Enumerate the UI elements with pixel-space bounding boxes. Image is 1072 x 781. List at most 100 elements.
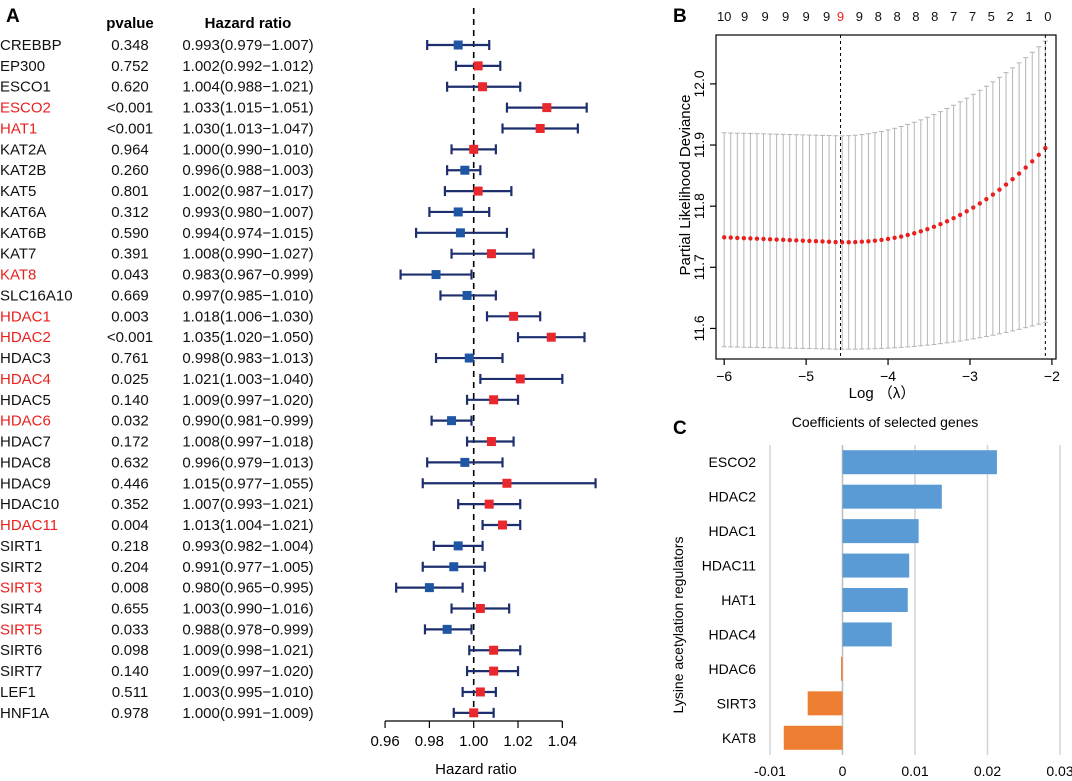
pvalue-cell: 0.655 [111, 600, 149, 617]
pvalue-cell: 0.140 [111, 663, 149, 680]
pvalue-column-header: pvalue [106, 15, 154, 32]
forest-x-tick-label: 0.98 [415, 733, 444, 750]
cv-point [944, 219, 950, 224]
forest-x-tick-label: 1.00 [459, 733, 488, 750]
pvalue-cell: 0.511 [112, 684, 148, 701]
cv-x-tick-label: −2 [1044, 368, 1060, 384]
cv-point [787, 237, 792, 243]
coef-bar [841, 656, 843, 681]
gene-label: EP300 [0, 58, 45, 75]
hazard-ratio-point [475, 687, 485, 697]
hazard-ratio-point [424, 583, 434, 593]
gene-label: HDAC3 [0, 350, 51, 367]
hazard-ratio-cell: 0.993(0.980−1.007) [182, 204, 313, 221]
hazard-ratio-point [473, 186, 483, 196]
hazard-ratio-cell: 1.009(0.997−1.020) [182, 392, 313, 409]
cv-point [839, 240, 845, 245]
pvalue-cell: 0.978 [111, 705, 149, 722]
gene-label: HDAC10 [0, 496, 59, 513]
hazard-ratio-cell: 1.009(0.998−1.021) [182, 642, 313, 659]
cv-point [1010, 176, 1015, 182]
cv-point [846, 239, 851, 245]
coef-category-label: SIRT3 [717, 695, 757, 711]
hazard-ratio-point [489, 395, 499, 405]
cv-x-tick-label: −5 [798, 368, 814, 384]
coef-x-tick-label: 0.03 [1046, 763, 1072, 779]
cv-point [728, 235, 733, 240]
nonzero-count-label: 9 [741, 9, 748, 24]
hazard-ratio-point [498, 520, 508, 530]
forest-x-tick-label: 1.04 [548, 733, 577, 750]
coef-x-tick-label: 0.01 [901, 763, 928, 779]
nonzero-count-label: 2 [1007, 9, 1014, 24]
gene-label: LEF1 [0, 684, 36, 701]
hazard-ratio-column-header: Hazard ratio [205, 15, 292, 32]
coef-category-label: HAT1 [721, 592, 756, 608]
panel-label-b: B [673, 6, 687, 27]
pvalue-cell: 0.964 [111, 141, 149, 158]
cv-point [905, 232, 910, 238]
gene-label: KAT5 [0, 183, 36, 200]
cv-point [885, 236, 891, 242]
cv-point [859, 239, 865, 244]
coef-category-label: HDAC4 [709, 626, 757, 642]
gene-label: ESCO2 [0, 100, 51, 117]
cv-point [879, 237, 884, 243]
gene-label: HDAC5 [0, 392, 51, 409]
hazard-ratio-point [486, 437, 496, 447]
pvalue-cell: 0.620 [111, 79, 149, 96]
cv-x-tick-label: −3 [962, 368, 978, 384]
gene-label: SIRT6 [0, 642, 42, 659]
hazard-ratio-point [486, 249, 496, 259]
cv-point [774, 237, 779, 242]
cv-deviance-plot: −6 −5 −4 −3 −211.611.711.811.912.010 9 9 9 9 9 9 9 8… [677, 9, 1060, 402]
hazard-ratio-cell: 1.009(0.997−1.020) [182, 663, 313, 680]
pvalue-cell: 0.348 [111, 37, 149, 54]
hazard-ratio-cell: 0.994(0.974−1.015) [182, 225, 313, 242]
cv-x-tick-label: −4 [880, 368, 896, 384]
hazard-ratio-point [447, 416, 457, 426]
pvalue-cell: 0.752 [111, 58, 149, 75]
hazard-ratio-point [489, 666, 499, 676]
nonzero-count-label: 5 [988, 9, 995, 24]
nonzero-count-label: 1 [1025, 9, 1032, 24]
cv-point [866, 239, 871, 244]
gene-label: HDAC7 [0, 434, 51, 451]
coef-bar [807, 691, 843, 716]
hazard-ratio-point [489, 645, 499, 655]
hazard-ratio-point [449, 562, 459, 572]
cv-point [977, 201, 983, 206]
hazard-ratio-cell: 1.015(0.977−1.055) [182, 475, 313, 492]
gene-label: SIRT2 [0, 559, 42, 576]
gene-label: HDAC2 [0, 329, 51, 346]
cv-point [964, 209, 969, 214]
gene-label: HDAC4 [0, 371, 51, 388]
cv-point [925, 226, 930, 232]
coef-bar [842, 450, 997, 475]
hazard-ratio-point [546, 332, 556, 342]
coef-bar [783, 725, 843, 750]
pvalue-cell: <0.001 [107, 329, 153, 346]
cv-point [794, 238, 799, 243]
pvalue-cell: 0.446 [111, 475, 149, 492]
cv-plot-area: −6 −5 −4 −3 −211.611.711.811.912.010 9 9 9 9 9 9 9 8… [691, 9, 1060, 384]
cv-point [1003, 182, 1009, 187]
coef-bar [842, 484, 942, 509]
cv-point [826, 239, 832, 244]
hazard-ratio-cell: 1.033(1.015−1.051) [182, 100, 313, 117]
gene-label: SIRT5 [0, 621, 42, 638]
pvalue-cell: 0.590 [111, 225, 149, 242]
coefficients-title: Coefficients of selected genes [792, 414, 979, 430]
hazard-ratio-cell: 0.980(0.965−0.995) [182, 580, 313, 597]
cv-point [1043, 145, 1048, 151]
pvalue-cell: 0.801 [111, 183, 149, 200]
nonzero-count-label: 8 [931, 9, 938, 24]
hazard-ratio-cell: 0.988(0.978−0.999) [182, 621, 313, 638]
nonzero-count-label: 7 [950, 9, 957, 24]
hazard-ratio-cell: 0.996(0.979−1.013) [182, 454, 313, 471]
hazard-ratio-cell: 1.004(0.988−1.021) [182, 79, 313, 96]
nonzero-count-label: 9 [762, 9, 769, 24]
forest-x-tick-label: 1.02 [503, 733, 532, 750]
cv-point [761, 236, 766, 242]
pvalue-cell: 0.204 [111, 559, 149, 576]
